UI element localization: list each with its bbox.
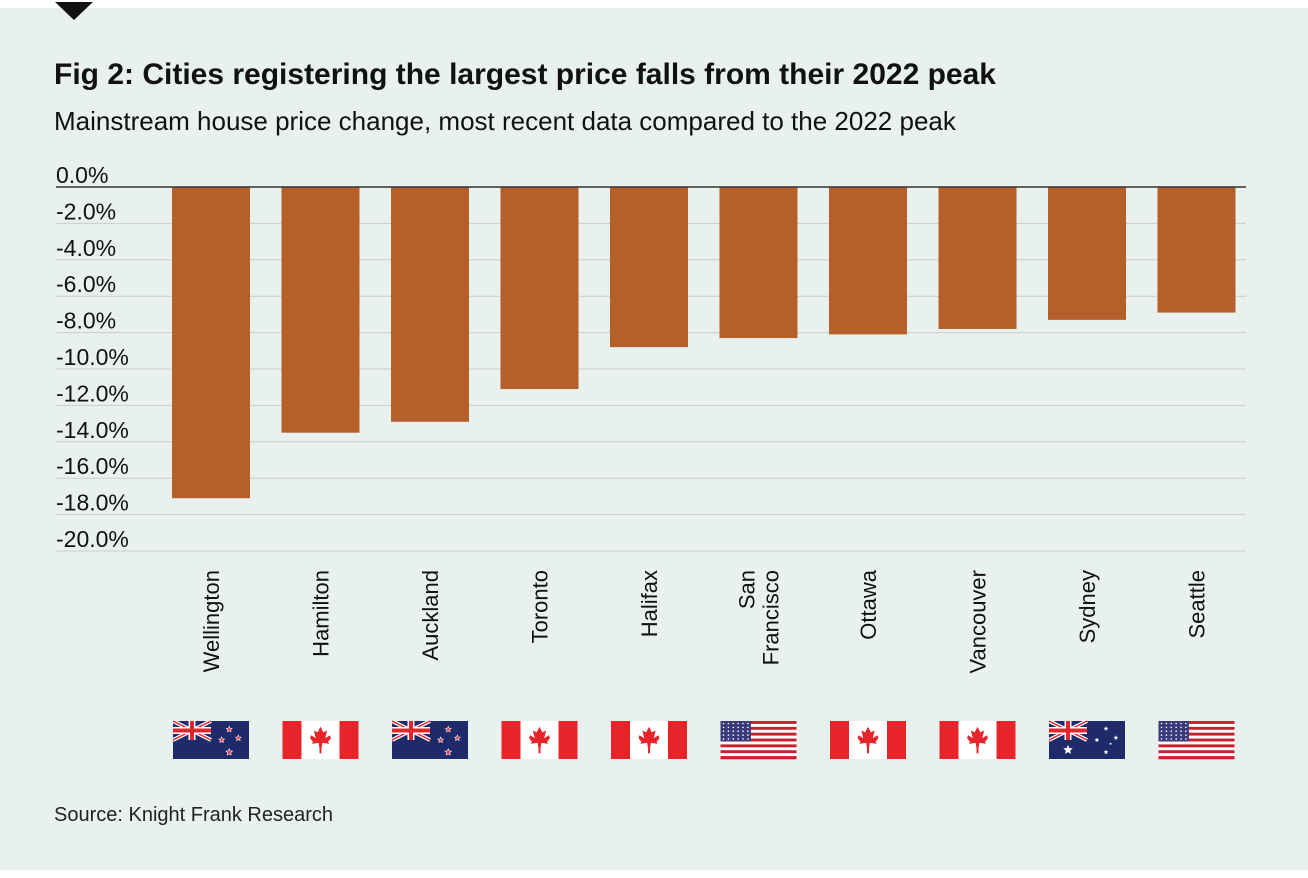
bar — [500, 187, 579, 390]
canada-flag-icon — [939, 721, 1016, 759]
y-tick-label: -12.0% — [56, 380, 129, 406]
canada-flag-icon — [830, 721, 906, 759]
y-tick-label: -18.0% — [56, 490, 129, 516]
bar — [829, 187, 907, 335]
bar — [938, 187, 1017, 329]
bar — [610, 187, 688, 348]
bar — [719, 187, 798, 339]
x-tick-label: Halifax — [637, 570, 662, 637]
y-tick-label: -10.0% — [56, 344, 129, 370]
y-tick-label: -2.0% — [56, 198, 116, 224]
source-note: Source: Knight Frank Research — [54, 804, 334, 826]
y-tick-label: -14.0% — [56, 417, 129, 443]
section-marker-icon — [55, 2, 93, 20]
x-tick-label: Wellington — [199, 570, 224, 672]
canada-flag-icon — [501, 721, 578, 759]
canada-flag-icon — [611, 721, 687, 759]
new-zealand-flag-icon — [172, 719, 249, 759]
bar — [1048, 187, 1126, 320]
y-tick-label: -8.0% — [56, 308, 116, 334]
y-tick-label: -4.0% — [56, 235, 116, 261]
y-tick-label: -6.0% — [56, 271, 116, 297]
new-zealand-flag-icon — [391, 719, 468, 759]
x-tick-label: Auckland — [418, 570, 443, 661]
chart-title: Fig 2: Cities registering the largest pr… — [54, 58, 996, 91]
x-tick-label: SanFrancisco — [735, 570, 784, 665]
bar — [1157, 187, 1236, 313]
x-tick-label: Hamilton — [309, 570, 334, 657]
y-tick-label: -16.0% — [56, 453, 129, 479]
chart-subtitle: Mainstream house price change, most rece… — [54, 106, 956, 136]
bar — [281, 187, 360, 433]
bar — [172, 187, 250, 499]
x-tick-label: Seattle — [1185, 570, 1210, 639]
bar — [391, 187, 469, 422]
x-tick-label: Ottawa — [856, 569, 881, 639]
usa-flag-icon — [1158, 721, 1235, 760]
y-tick-label: -20.0% — [56, 526, 129, 552]
x-tick-label: Toronto — [528, 570, 553, 643]
canada-flag-icon — [282, 721, 359, 759]
x-tick-label: Vancouver — [966, 570, 991, 674]
usa-flag-icon — [720, 721, 797, 760]
australia-flag-icon — [1048, 719, 1125, 759]
x-tick-label: Sydney — [1075, 570, 1100, 643]
y-tick-label: 0.0% — [56, 162, 108, 188]
